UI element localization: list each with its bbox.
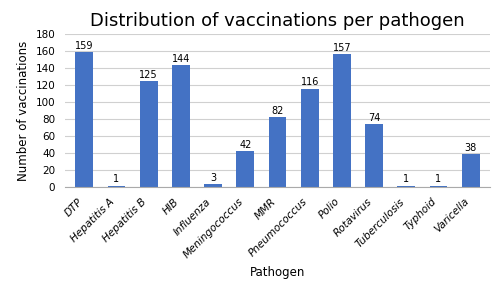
Bar — [236, 151, 254, 187]
Text: 125: 125 — [140, 70, 158, 80]
Bar — [301, 88, 318, 187]
Y-axis label: Number of vaccinations: Number of vaccinations — [17, 40, 30, 181]
Text: 1: 1 — [403, 174, 409, 185]
Bar — [333, 54, 350, 187]
Bar — [462, 154, 479, 187]
Bar — [140, 81, 158, 187]
Text: 159: 159 — [75, 41, 94, 51]
Bar — [108, 186, 126, 187]
X-axis label: Pathogen: Pathogen — [250, 265, 305, 279]
Text: 1: 1 — [114, 174, 119, 185]
Text: 116: 116 — [300, 77, 319, 87]
Bar — [76, 52, 93, 187]
Text: 38: 38 — [464, 143, 477, 153]
Text: 1: 1 — [436, 174, 442, 185]
Text: 42: 42 — [239, 140, 252, 150]
Text: 3: 3 — [210, 173, 216, 183]
Bar — [172, 65, 190, 187]
Text: 74: 74 — [368, 113, 380, 123]
Text: 144: 144 — [172, 54, 190, 64]
Bar — [430, 186, 448, 187]
Bar — [398, 186, 415, 187]
Text: 157: 157 — [332, 42, 351, 53]
Text: 82: 82 — [272, 106, 283, 116]
Bar — [268, 117, 286, 187]
Title: Distribution of vaccinations per pathogen: Distribution of vaccinations per pathoge… — [90, 12, 465, 30]
Bar — [204, 184, 222, 187]
Bar — [365, 124, 383, 187]
